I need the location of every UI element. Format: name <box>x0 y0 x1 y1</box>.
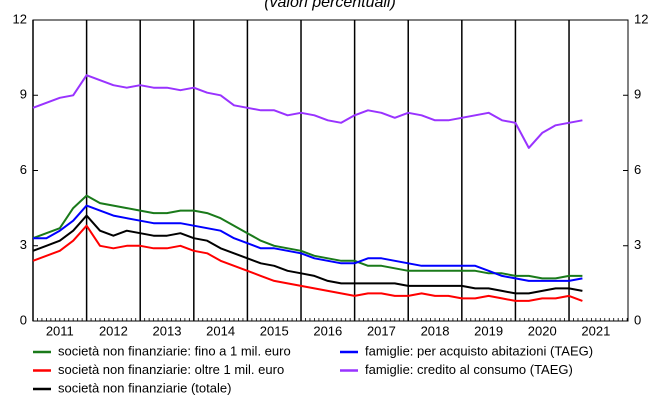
y2-tick-label: 9 <box>634 87 641 102</box>
series-line <box>32 194 583 280</box>
series-line <box>32 214 583 295</box>
x-tick-label: 2019 <box>474 323 503 338</box>
chart-subtitle: (valori percentuali) <box>264 0 396 11</box>
y-tick-label: 12 <box>13 11 27 26</box>
series-line <box>32 74 583 149</box>
y2-tick-label: 3 <box>634 237 641 252</box>
x-tick-label: 2013 <box>153 323 182 338</box>
y2-tick-label: 12 <box>634 11 648 26</box>
legend-label: società non finanziarie: oltre 1 mil. eu… <box>58 362 284 377</box>
series-line <box>32 224 583 302</box>
y-tick-label: 0 <box>20 312 27 327</box>
x-tick-label: 2018 <box>421 323 450 338</box>
x-tick-label: 2017 <box>367 323 396 338</box>
x-tick-label: 2011 <box>46 323 74 338</box>
x-tick-label: 2015 <box>260 323 289 338</box>
legend-label: società non finanziarie: fino a 1 mil. e… <box>58 343 291 358</box>
y-tick-label: 3 <box>20 237 27 252</box>
legend-label: famiglie: per acquisto abitazioni (TAEG) <box>365 343 593 358</box>
y2-tick-label: 0 <box>634 312 641 327</box>
plot-frame <box>32 19 629 322</box>
x-tick-label: 2014 <box>206 323 235 338</box>
x-tick-label: 2020 <box>528 323 557 338</box>
x-tick-label: 2021 <box>581 323 610 338</box>
x-tick-label: 2012 <box>99 323 128 338</box>
y-tick-label: 9 <box>20 87 27 102</box>
y-tick-label: 6 <box>20 162 27 177</box>
y2-tick-label: 6 <box>634 162 641 177</box>
series-line <box>33 204 583 282</box>
x-tick-label: 2016 <box>313 323 342 338</box>
legend-label: società non finanziarie (totale) <box>58 380 231 395</box>
legend-label: famiglie: credito al consumo (TAEG) <box>365 362 573 377</box>
